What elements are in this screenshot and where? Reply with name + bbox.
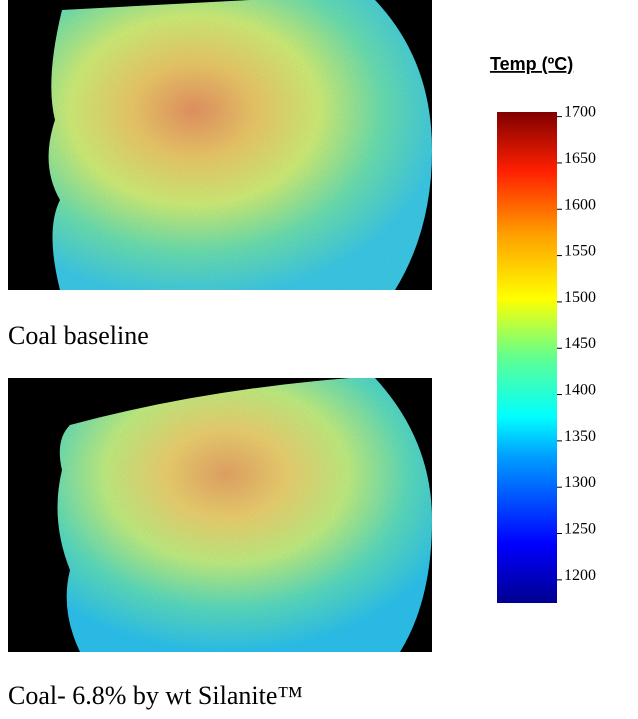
thermal-image <box>8 378 432 652</box>
tick-label: 1350 <box>564 428 596 445</box>
tick-label: 1400 <box>564 382 596 399</box>
tick-label: 1700 <box>564 104 596 121</box>
caption: Coal- 6.8% by wt Silanite™ <box>8 681 303 710</box>
tick-label: 1250 <box>564 521 596 538</box>
caption: Coal baseline <box>8 321 149 350</box>
colorbar <box>497 112 557 603</box>
tick-label: 1450 <box>564 335 596 352</box>
tick-label: 1550 <box>564 243 596 260</box>
tick-label: 1600 <box>564 196 596 213</box>
tick-label: 1200 <box>564 567 596 584</box>
colorbar-title: Temp (ºC) <box>490 54 573 74</box>
tick-label: 1650 <box>564 150 596 167</box>
tick-label: 1300 <box>564 474 596 491</box>
thermal-image <box>8 0 433 290</box>
tick-label: 1500 <box>564 289 596 306</box>
